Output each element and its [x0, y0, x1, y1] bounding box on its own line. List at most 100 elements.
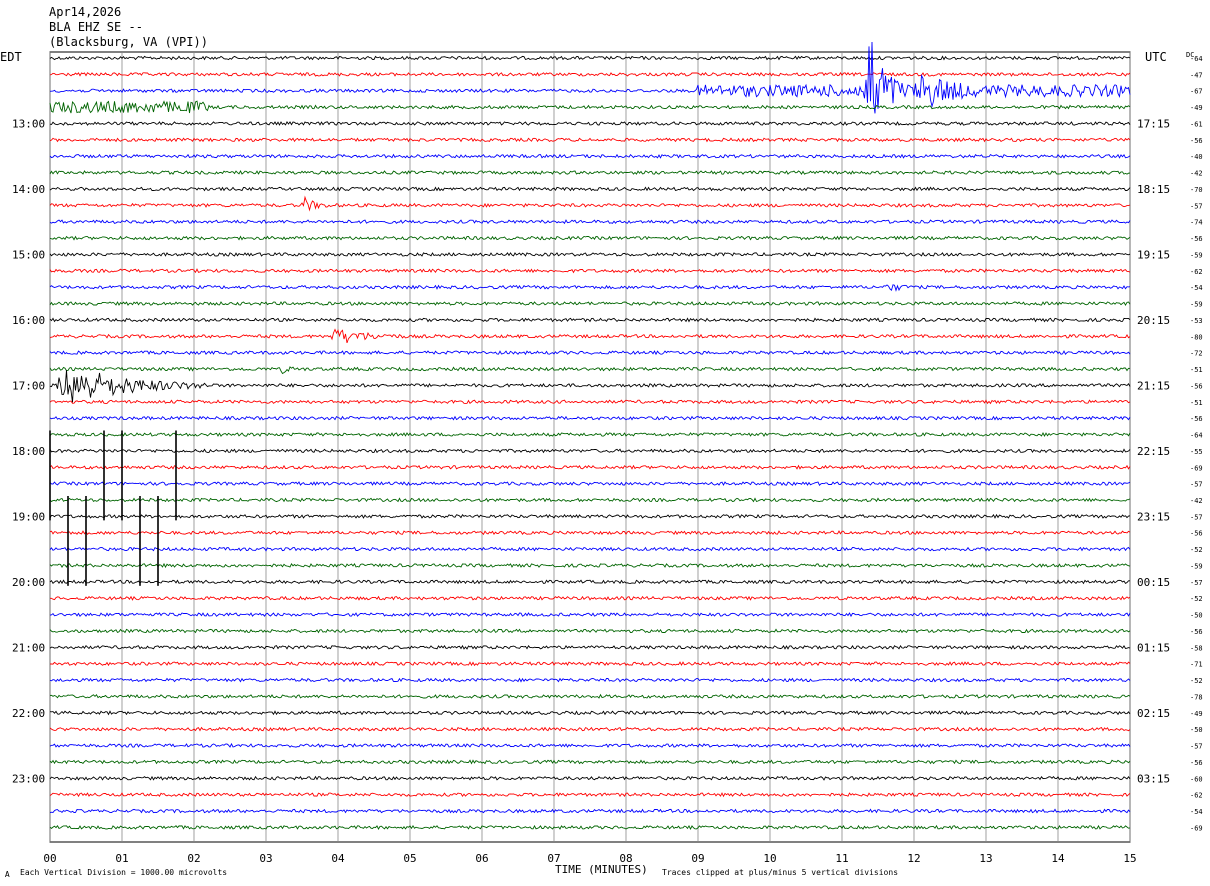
dc-offset-label: -57	[1190, 579, 1203, 587]
dc-offset-label: -49	[1190, 710, 1203, 718]
trace-row-21	[49, 399, 1131, 405]
x-tick-label: 11	[835, 852, 848, 865]
dc-column-header: DC	[1186, 51, 1194, 59]
dc-offset-label: -60	[1190, 775, 1203, 783]
dc-offset-label: -70	[1190, 186, 1203, 194]
trace-row-41	[49, 726, 1131, 732]
trace-rows	[49, 41, 1131, 831]
trace-row-25	[49, 464, 1131, 470]
station-location: (Blacksburg, VA (VPI))	[49, 35, 208, 49]
dc-offset-label: -72	[1190, 350, 1203, 358]
dc-offset-label: -52	[1190, 677, 1203, 685]
dc-offset-label: -42	[1190, 497, 1203, 505]
x-tick-label: 15	[1123, 852, 1136, 865]
right-hour-label: 00:15	[1137, 576, 1170, 589]
trace-row-33	[50, 595, 1131, 601]
left-hour-label: 17:00	[12, 379, 45, 392]
right-hour-label: 03:15	[1137, 772, 1170, 785]
minute-grid	[49, 52, 1131, 842]
dc-offset-label: -61	[1190, 120, 1203, 128]
dc-offset-label: -56	[1190, 759, 1203, 767]
left-hour-label: 20:00	[12, 576, 45, 589]
x-tick-label: 09	[691, 852, 704, 865]
right-hour-label: 21:15	[1137, 379, 1170, 392]
x-axis-title: TIME (MINUTES)	[555, 863, 648, 876]
x-tick-label: 05	[403, 852, 416, 865]
trace-row-14	[49, 284, 1131, 292]
x-tick-label: 01	[115, 852, 128, 865]
dc-offset-label: -59	[1190, 301, 1203, 309]
trace-row-3	[49, 100, 1131, 114]
trace-row-42	[49, 742, 1131, 749]
dc-offset-label: -74	[1190, 219, 1203, 227]
dc-offset-label: -54	[1190, 808, 1203, 816]
x-tick-label: 04	[331, 852, 345, 865]
trace-row-19	[49, 366, 1131, 375]
dc-offset-label: -80	[1190, 333, 1203, 341]
plot-frame	[49, 51, 1131, 843]
trace-row-5	[49, 137, 1131, 143]
dc-offset-label: -57	[1190, 743, 1203, 751]
dc-offset-label: -56	[1190, 137, 1203, 145]
x-tick-label: 06	[475, 852, 488, 865]
trace-row-23	[49, 432, 1131, 438]
dc-offset-label: -56	[1190, 382, 1203, 390]
dc-offset-label: -52	[1190, 595, 1203, 603]
dc-offset-label: -51	[1190, 399, 1203, 407]
clip-note: Traces clipped at plus/minus 5 vertical …	[662, 868, 898, 877]
trace-row-16	[49, 317, 1131, 323]
dc-offset-label: -56	[1190, 235, 1203, 243]
dc-offset-label: -64	[1190, 432, 1203, 440]
left-hour-labels: 13:00 14:00 15:00 16:00 17:00 18:00 19:00 20:00…	[12, 117, 45, 785]
trace-row-9	[49, 195, 1131, 212]
trace-row-4	[49, 121, 1131, 126]
right-hour-label: 01:15	[1137, 641, 1170, 654]
trace-row-35	[49, 628, 1131, 634]
trace-row-22	[49, 415, 1131, 421]
dc-offset-label: -50	[1190, 726, 1203, 734]
dc-offset-label: -71	[1190, 661, 1203, 669]
left-hour-label: 14:00	[12, 183, 45, 196]
left-hour-label: 16:00	[12, 314, 45, 327]
right-hour-labels: 17:15 18:15 19:15 20:15 21:15 22:15 23:15 00:15…	[1137, 117, 1170, 785]
dc-offset-label: -51	[1190, 366, 1203, 374]
left-hour-label: 18:00	[12, 445, 45, 458]
dc-offset-label: -64	[1190, 55, 1203, 63]
dc-offset-label: -57	[1190, 481, 1203, 489]
trace-row-37	[50, 661, 1131, 667]
trace-row-13	[49, 268, 1131, 274]
x-tick-label: 12	[907, 852, 920, 865]
dc-offset-label: -58	[1190, 644, 1203, 652]
right-hour-label: 22:15	[1137, 445, 1170, 458]
right-hour-label: 17:15	[1137, 117, 1170, 130]
station-code: BLA EHZ SE --	[49, 20, 143, 34]
trace-row-29	[49, 530, 1131, 536]
x-tick-label: 10	[763, 852, 776, 865]
trace-row-32	[49, 579, 1130, 585]
trace-row-10	[49, 219, 1131, 225]
dc-offset-label: -56	[1190, 628, 1203, 636]
trace-row-20	[49, 370, 1131, 403]
trace-row-12	[49, 251, 1131, 257]
left-timezone-label: EDT	[0, 50, 22, 64]
right-hour-label: 23:15	[1137, 510, 1170, 523]
x-tick-label: 02	[187, 852, 200, 865]
dc-offset-label: -59	[1190, 251, 1203, 259]
trace-row-40	[49, 710, 1131, 716]
trace-row-31	[49, 562, 1131, 569]
left-hour-label: 19:00	[12, 510, 45, 523]
dc-offset-label: -55	[1190, 448, 1203, 456]
scale-note: Each Vertical Division = 1000.00 microvo…	[20, 868, 227, 877]
right-hour-label: 18:15	[1137, 183, 1170, 196]
trace-row-0	[49, 55, 1131, 61]
left-hour-label: 21:00	[12, 641, 45, 654]
left-hour-label: 15:00	[12, 248, 45, 261]
trace-row-1	[49, 71, 1131, 77]
calibration-spikes	[49, 430, 177, 586]
dc-offset-label: -62	[1190, 792, 1203, 800]
x-tick-label: 13	[979, 852, 992, 865]
dc-offset-label: -42	[1190, 170, 1203, 178]
x-axis-ticks: 00 01 02 03 04 05 06 07 08 09 10 11 12 13 14 15	[43, 852, 1136, 865]
x-tick-label: 07	[547, 852, 560, 865]
